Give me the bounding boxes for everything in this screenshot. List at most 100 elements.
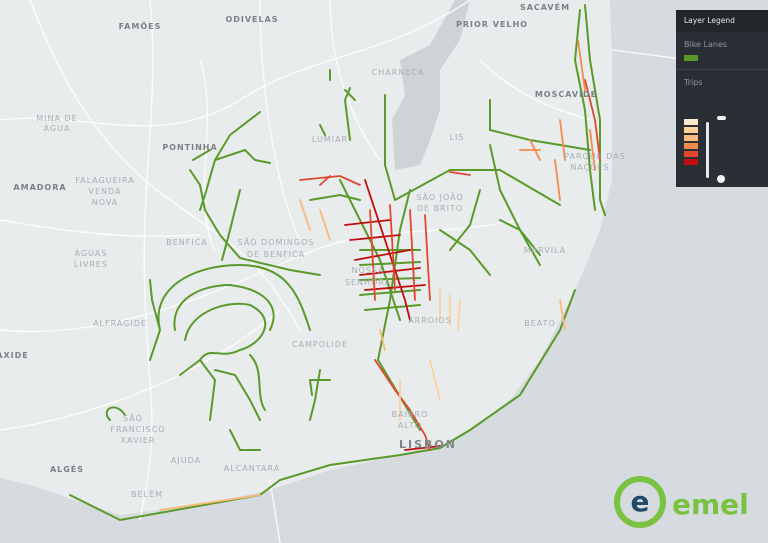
place-label-sao: SÃO	[123, 413, 143, 423]
bike-lane	[214, 369, 261, 421]
place-label-beato: BEATO	[524, 319, 556, 328]
bike-lane	[105, 406, 126, 421]
place-label-famoes: FAMÕES	[119, 20, 162, 31]
trip-route	[519, 139, 561, 201]
bike-lane	[573, 9, 596, 211]
trips-legend-label: Trips	[684, 78, 703, 87]
bike-lane	[149, 279, 162, 361]
bike-lanes-swatch	[684, 55, 698, 61]
bike-lane	[308, 379, 331, 396]
logo-e-icon: e	[631, 485, 650, 518]
place-label-xavier: XAVIER	[121, 436, 156, 445]
land-area	[0, 0, 612, 515]
legend-title: Layer Legend	[676, 10, 768, 32]
place-label-odivelas: ODIVELAS	[225, 15, 278, 24]
bike-lane	[489, 99, 591, 151]
bike-lane	[499, 219, 541, 266]
bike-lane	[339, 179, 401, 321]
bike-lane	[384, 94, 396, 201]
place-label-bairro: BAIRRO	[392, 410, 429, 419]
place-label-aguas: ÁGUAS	[75, 247, 108, 258]
place-label-ajuda: AJUDA	[171, 456, 201, 465]
bike-lane	[449, 189, 481, 251]
trips-range-slider-track[interactable]	[706, 122, 709, 178]
place-label-alto: ALTO	[398, 421, 422, 430]
bike-lane	[221, 189, 241, 261]
bike-lanes-layer	[69, 4, 606, 522]
place-label-francisco: FRANCISCO	[110, 425, 165, 434]
trip-route	[369, 204, 431, 301]
trip-route	[344, 219, 426, 291]
trip-route	[399, 359, 441, 421]
bike-lane	[214, 148, 271, 164]
place-label-senhora: SENHORA	[345, 278, 391, 287]
place-label-arroios: ARROIOS	[408, 316, 452, 325]
place-label-livres: LIVRES	[74, 260, 108, 269]
place-label-marvila: MARVILA	[524, 246, 566, 255]
trips-swatch-3	[684, 135, 698, 141]
bike-lane	[319, 69, 356, 136]
bike-lane	[69, 454, 401, 522]
airport-area	[392, 0, 470, 170]
slider-max-handle-icon[interactable]	[717, 175, 725, 183]
trip-route	[559, 299, 566, 331]
trip-route	[159, 494, 261, 511]
trips-swatch-1	[684, 119, 698, 125]
bike-lane	[204, 209, 321, 276]
bike-lane	[179, 358, 217, 421]
trip-route	[559, 39, 596, 171]
trip-route	[364, 179, 411, 321]
place-label-alfragide: ALFRAGIDE	[93, 319, 147, 328]
bike-lane	[189, 169, 206, 211]
place-label-alvalade: SÃO JOÃO	[416, 192, 464, 202]
place-label-lumiar: LUMIAR	[312, 135, 348, 144]
place-label-charneca: CHARNECA	[372, 68, 425, 77]
bike-lane	[309, 193, 361, 201]
trips-swatch-4	[684, 143, 698, 149]
trip-route	[439, 289, 461, 331]
slider-min-handle-icon[interactable]	[717, 116, 726, 120]
place-label-alcantara: ALCÂNTARA	[224, 462, 280, 473]
emel-logo: e emel	[614, 476, 749, 528]
trip-route	[584, 79, 601, 161]
logo-wordmark: emel	[672, 488, 749, 521]
place-label-agua: ÁGUA	[44, 122, 71, 133]
bike-lane	[184, 302, 267, 361]
place-label-alvalade2: DE BRITO	[417, 204, 463, 213]
place-label-sacavem: SACAVÉM	[520, 1, 570, 12]
place-label-carnaxide: CARNAXIDE	[0, 351, 29, 360]
bike-lane	[377, 189, 411, 361]
trip-route	[319, 171, 471, 186]
bike-lane	[249, 354, 266, 411]
place-label-mina: MINA DE	[36, 114, 77, 123]
logo-ring-icon	[614, 476, 666, 528]
place-label-amadora: AMADORA	[13, 183, 66, 192]
bike-lane	[229, 429, 261, 451]
place-label-alges: ALGÉS	[50, 463, 84, 474]
place-label-benfica: BENFICA	[166, 238, 208, 247]
place-label-venda: VENDA	[88, 187, 121, 196]
place-label-nossa: NOSSA	[351, 266, 384, 275]
bike-lane	[489, 144, 541, 256]
place-label-sao_domingos: SÃO DOMINGOS	[238, 237, 315, 247]
place-label-lis: LIS	[450, 133, 465, 142]
trip-route	[374, 359, 431, 451]
place-label-pontinha: PONTINHA	[162, 143, 217, 152]
place-label-parque: PARQUE DAS	[564, 152, 626, 161]
trips-swatch-5	[684, 151, 698, 157]
bike-lane	[157, 263, 311, 331]
place-label-moscavide: MOSCAVIDE	[535, 90, 597, 99]
bike-lane	[173, 283, 275, 331]
trips-swatch-2	[684, 127, 698, 133]
place-label-prior_velho: PRIOR VELHO	[456, 20, 528, 29]
place-label-belem: BELÉM	[131, 488, 163, 499]
bike-lane	[439, 229, 491, 276]
bike-lanes-legend-label: Bike Lanes	[684, 40, 728, 49]
trip-route	[299, 199, 386, 351]
trips-swatch-6	[684, 159, 698, 165]
bike-lane	[394, 169, 561, 206]
bike-lane	[399, 289, 576, 456]
bike-lane	[359, 249, 421, 311]
place-label-de_benfica: DE BENFICA	[247, 250, 305, 259]
